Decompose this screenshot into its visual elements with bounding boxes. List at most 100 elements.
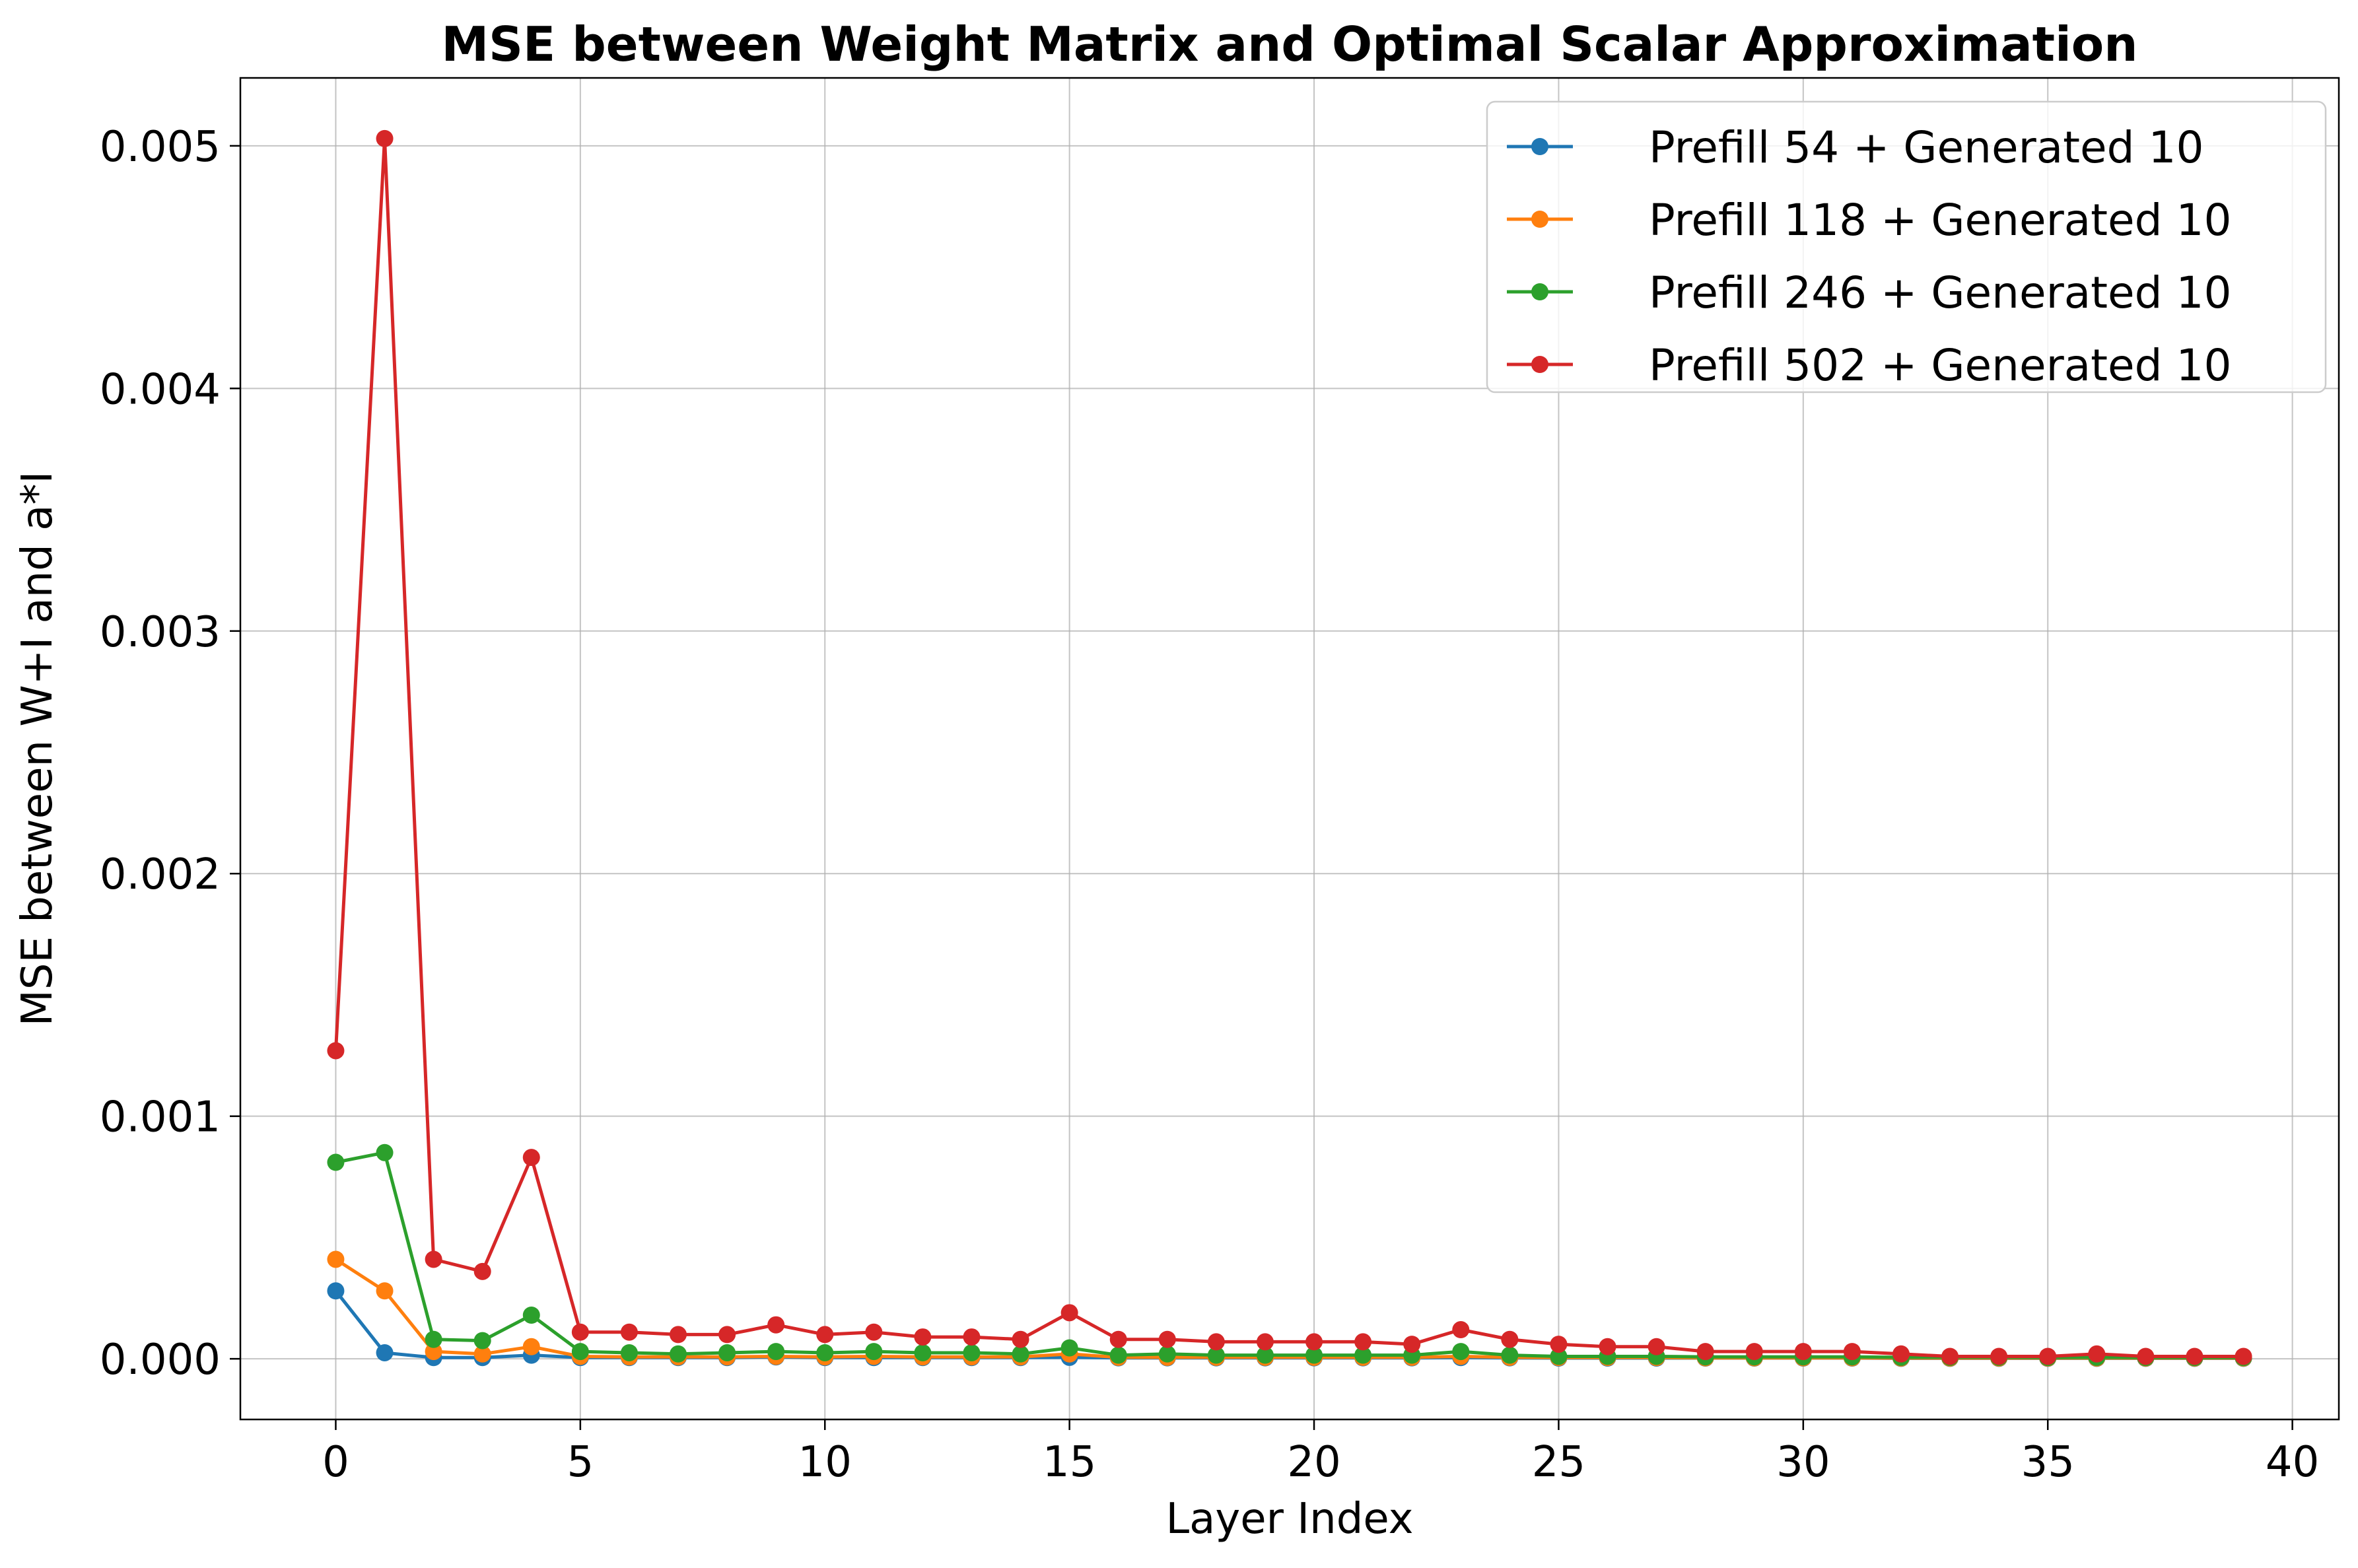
legend-item: Prefill 118 + Generated 10 (1507, 195, 2232, 246)
data-point (522, 1306, 540, 1324)
data-point (522, 1149, 540, 1167)
data-point (1207, 1346, 1225, 1364)
data-point (865, 1323, 883, 1341)
data-point (1403, 1336, 1421, 1353)
data-point (327, 1282, 345, 1300)
data-point (2235, 1347, 2252, 1365)
data-point (327, 1042, 345, 1060)
data-point (1354, 1346, 1372, 1364)
legend-box (1486, 100, 2327, 393)
data-point (473, 1332, 491, 1349)
data-point (425, 1343, 442, 1361)
data-point (1158, 1330, 1176, 1348)
data-point (670, 1326, 687, 1344)
data-point (327, 1250, 345, 1268)
data-point (767, 1343, 785, 1361)
data-point (914, 1328, 932, 1346)
data-point (620, 1323, 638, 1341)
y-axis-ticks: 0.000 0.001 0.002 0.003 0.004 0.005 (100, 123, 240, 1384)
data-point (1256, 1346, 1274, 1364)
data-point (1647, 1338, 1665, 1355)
data-point (571, 1343, 589, 1361)
data-point (1012, 1330, 1029, 1348)
x-tick-label: 25 (1532, 1438, 1585, 1487)
data-point (1354, 1333, 1372, 1351)
series-layer (327, 129, 2252, 1367)
series-line (335, 1151, 2244, 1359)
data-point (620, 1344, 638, 1361)
legend-item: Prefill 502 + Generated 10 (1507, 340, 2232, 391)
data-point (571, 1323, 589, 1341)
data-point (2039, 1347, 2057, 1365)
y-tick-label: 0.005 (100, 123, 221, 172)
data-point (963, 1344, 981, 1361)
series-line (334, 137, 2244, 1358)
legend-label: Prefill 118 + Generated 10 (1649, 195, 2232, 246)
x-axis-ticks: 0 5 10 15 20 25 30 35 40 (322, 1419, 2319, 1487)
data-point (1599, 1338, 1616, 1355)
data-point (1256, 1333, 1274, 1351)
data-point (376, 129, 394, 147)
data-point (1207, 1333, 1225, 1351)
x-tick-label: 35 (2021, 1438, 2075, 1487)
data-point (1892, 1345, 1910, 1363)
y-tick-label: 0.002 (100, 850, 221, 899)
x-tick-label: 10 (798, 1438, 852, 1487)
data-point (473, 1262, 491, 1280)
data-point (767, 1316, 785, 1334)
x-tick-label: 5 (567, 1438, 594, 1487)
y-tick-label: 0.001 (100, 1093, 221, 1142)
series-4 (327, 129, 2252, 1365)
data-point (1550, 1336, 1568, 1353)
data-point (1745, 1343, 1763, 1361)
x-tick-label: 0 (322, 1438, 349, 1487)
data-point (1794, 1343, 1812, 1361)
data-point (2186, 1347, 2203, 1365)
data-point (1109, 1330, 1127, 1348)
data-point (2088, 1345, 2106, 1363)
data-point (425, 1330, 442, 1348)
x-tick-label: 30 (1776, 1438, 1830, 1487)
legend-item: Prefill 246 + Generated 10 (1507, 267, 2232, 318)
data-point (522, 1338, 540, 1355)
data-point (718, 1326, 736, 1344)
data-point (1696, 1343, 1714, 1361)
data-point (670, 1345, 687, 1363)
data-point (816, 1326, 834, 1344)
data-point (718, 1344, 736, 1361)
legend-label: Prefill 502 + Generated 10 (1649, 340, 2232, 391)
data-point (1060, 1339, 1078, 1357)
legend-marker (1531, 283, 1548, 300)
data-point (1109, 1346, 1127, 1364)
data-point (1060, 1304, 1078, 1322)
data-point (1843, 1343, 1861, 1361)
data-point (1452, 1343, 1470, 1361)
plot-frame (239, 77, 2340, 1421)
data-point (376, 1344, 394, 1361)
data-point (2137, 1347, 2155, 1365)
data-point (1012, 1345, 1029, 1363)
data-point (816, 1344, 834, 1361)
data-point (1158, 1345, 1176, 1363)
data-point (1550, 1347, 1568, 1365)
data-point (914, 1344, 932, 1361)
data-point (376, 1143, 394, 1161)
data-point (1305, 1346, 1323, 1364)
data-point (473, 1345, 491, 1363)
data-point (376, 1282, 394, 1300)
legend-marker (1531, 138, 1548, 155)
data-point (1501, 1346, 1519, 1364)
legend: Prefill 54 + Generated 10 Prefill 118 + G… (1486, 100, 2327, 393)
legend-label: Prefill 246 + Generated 10 (1649, 267, 2232, 318)
data-point (963, 1328, 981, 1346)
data-point (425, 1250, 442, 1268)
data-point (1941, 1347, 1959, 1365)
x-tick-label: 15 (1043, 1438, 1096, 1487)
chart-title: MSE between Weight Matrix and Optimal Sc… (442, 17, 2138, 72)
data-point (1501, 1330, 1519, 1348)
y-tick-label: 0.004 (100, 365, 221, 414)
data-point (1305, 1333, 1323, 1351)
legend-label: Prefill 54 + Generated 10 (1649, 122, 2204, 173)
